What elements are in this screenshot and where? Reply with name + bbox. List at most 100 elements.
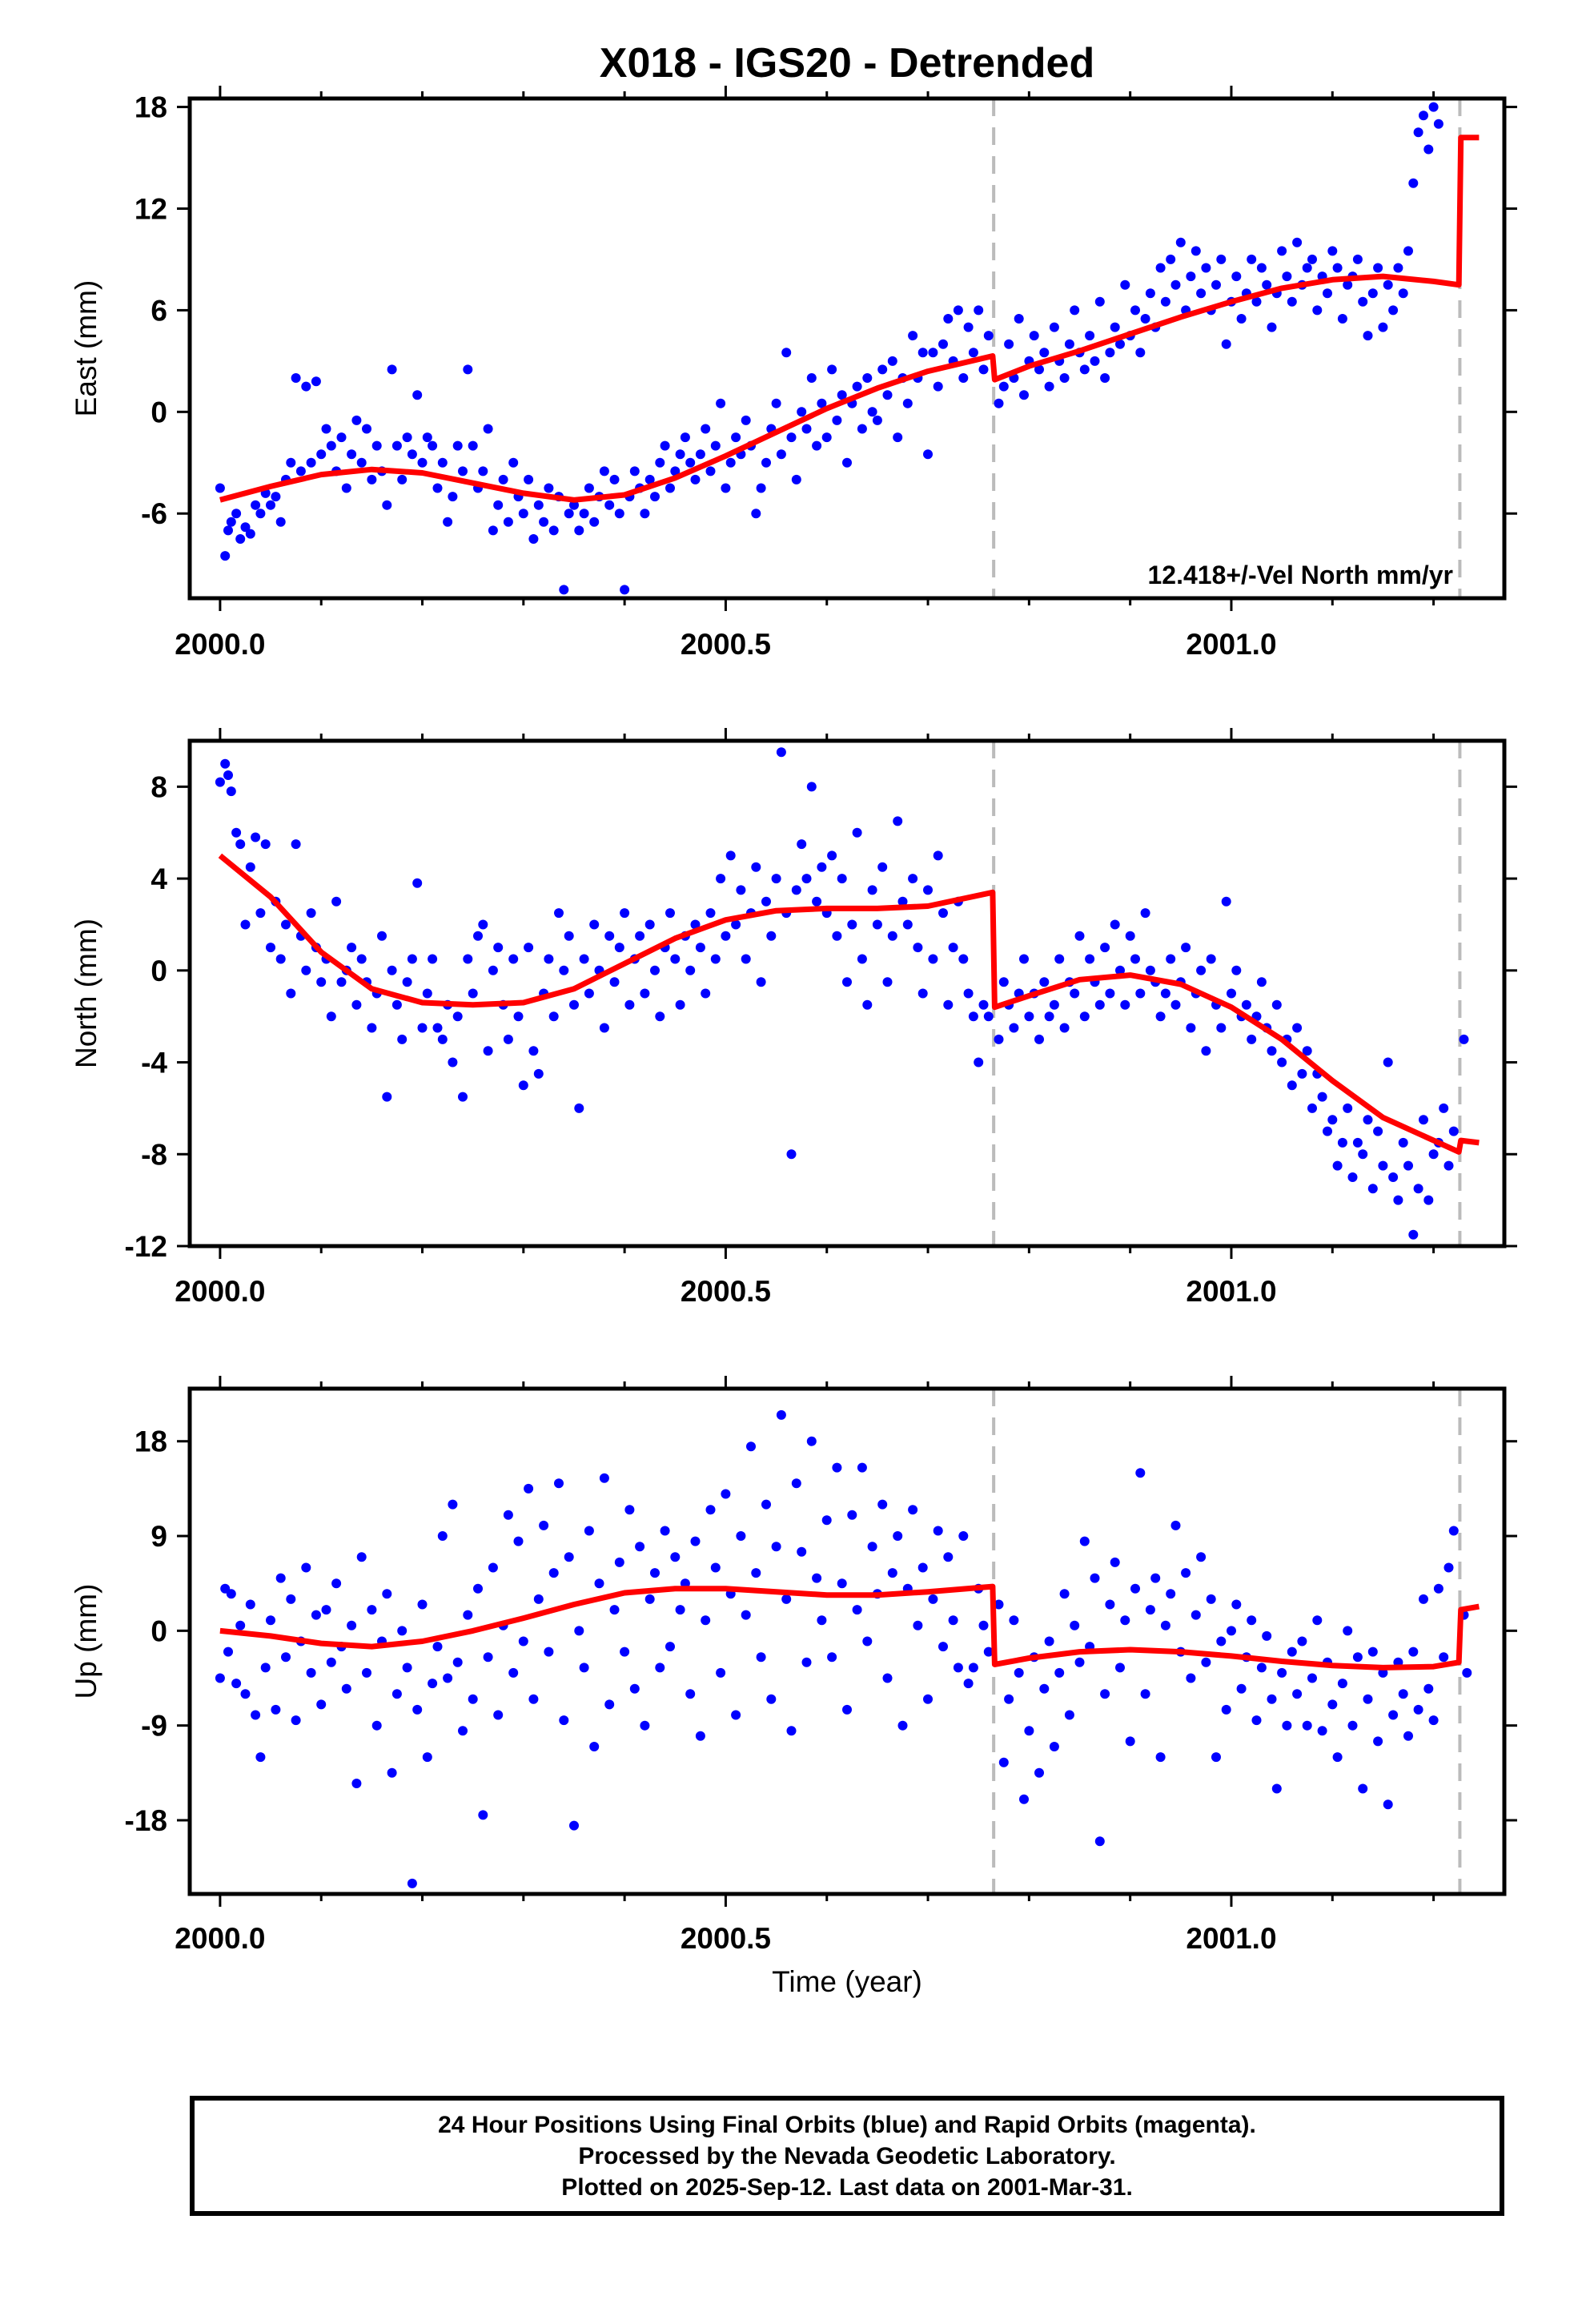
y-tick-label: 18 xyxy=(135,1425,167,1458)
data-point xyxy=(1465,0,1475,5)
data-point xyxy=(367,1023,377,1033)
data-point xyxy=(223,770,233,780)
data-point xyxy=(220,758,231,769)
data-point xyxy=(362,424,371,434)
data-point xyxy=(1181,1568,1191,1578)
data-point xyxy=(448,1499,458,1510)
data-point xyxy=(1439,1652,1449,1663)
data-point xyxy=(1247,1615,1257,1626)
data-point xyxy=(1476,0,1485,5)
data-point xyxy=(690,919,701,930)
data-point xyxy=(1100,373,1110,383)
data-point xyxy=(533,500,544,510)
y-tick-label: 8 xyxy=(151,770,167,803)
data-point xyxy=(594,1578,604,1589)
data-point xyxy=(351,999,362,1010)
data-point xyxy=(953,305,963,316)
data-point xyxy=(533,1068,544,1079)
data-point xyxy=(766,931,777,941)
data-point xyxy=(1170,999,1181,1010)
data-point xyxy=(974,1057,984,1068)
data-point xyxy=(584,988,594,999)
data-point xyxy=(260,1663,271,1673)
data-point xyxy=(468,1694,478,1704)
data-point xyxy=(1175,237,1186,247)
data-point xyxy=(569,1820,579,1831)
data-point xyxy=(1004,339,1014,349)
data-point xyxy=(1449,0,1459,5)
data-point xyxy=(245,862,255,872)
data-point xyxy=(1079,1536,1090,1546)
data-point xyxy=(275,954,286,964)
data-point xyxy=(837,874,847,884)
data-point xyxy=(948,1615,958,1626)
data-point xyxy=(736,885,746,895)
data-point xyxy=(1004,1694,1014,1704)
data-point xyxy=(716,1667,726,1678)
data-point xyxy=(1292,237,1303,247)
data-point xyxy=(1398,1137,1408,1148)
data-point xyxy=(432,1642,443,1652)
data-point xyxy=(1408,1647,1419,1657)
data-point xyxy=(1074,1657,1085,1667)
data-point xyxy=(877,364,888,375)
data-point xyxy=(1419,1115,1428,1125)
data-point xyxy=(1070,988,1080,999)
data-point xyxy=(1110,322,1120,332)
data-point xyxy=(998,381,1009,392)
data-point xyxy=(564,1552,574,1562)
data-point xyxy=(1014,314,1024,324)
data-point xyxy=(533,1594,544,1604)
data-point xyxy=(650,1568,660,1578)
data-point xyxy=(503,1034,513,1044)
data-point xyxy=(867,1542,877,1552)
data-point xyxy=(1337,1137,1347,1148)
data-point xyxy=(1317,1726,1327,1736)
data-point xyxy=(382,1092,392,1102)
data-point xyxy=(235,839,246,850)
data-point xyxy=(801,424,812,434)
data-point xyxy=(781,1594,792,1604)
data-point xyxy=(255,1752,266,1763)
data-point xyxy=(1448,1126,1459,1136)
data-point xyxy=(675,1605,685,1615)
data-point xyxy=(994,1034,1004,1044)
y-tick-label: 0 xyxy=(151,1614,167,1647)
data-point xyxy=(503,517,513,527)
data-point xyxy=(316,449,327,460)
data-point xyxy=(1343,1626,1353,1636)
data-point xyxy=(1462,0,1472,5)
data-point xyxy=(938,339,948,349)
data-point xyxy=(1125,931,1135,941)
data-point xyxy=(463,954,473,964)
data-points xyxy=(215,0,1475,1888)
data-point xyxy=(1044,1011,1054,1022)
data-point xyxy=(1433,1583,1443,1594)
data-point xyxy=(1145,288,1155,299)
data-point xyxy=(508,457,519,468)
data-point xyxy=(1241,999,1251,1010)
data-point xyxy=(1105,1599,1115,1610)
data-point xyxy=(306,457,316,468)
data-point xyxy=(741,954,751,964)
data-point xyxy=(255,908,266,919)
data-point xyxy=(655,1011,665,1022)
data-point xyxy=(1460,0,1469,5)
data-point xyxy=(644,474,655,485)
data-point xyxy=(609,977,620,987)
data-point xyxy=(998,977,1009,987)
data-point xyxy=(1423,1195,1434,1205)
data-point xyxy=(933,381,943,392)
data-point xyxy=(827,850,837,861)
data-point xyxy=(468,440,478,451)
data-point xyxy=(1317,1092,1327,1102)
data-point xyxy=(321,424,331,434)
data-point xyxy=(1428,102,1439,112)
data-point xyxy=(306,1667,316,1678)
data-point xyxy=(599,1473,609,1483)
data-point xyxy=(1256,263,1267,273)
data-point xyxy=(1323,288,1332,299)
data-point xyxy=(1191,246,1201,256)
data-point xyxy=(1216,254,1227,264)
data-point xyxy=(1383,1057,1393,1068)
